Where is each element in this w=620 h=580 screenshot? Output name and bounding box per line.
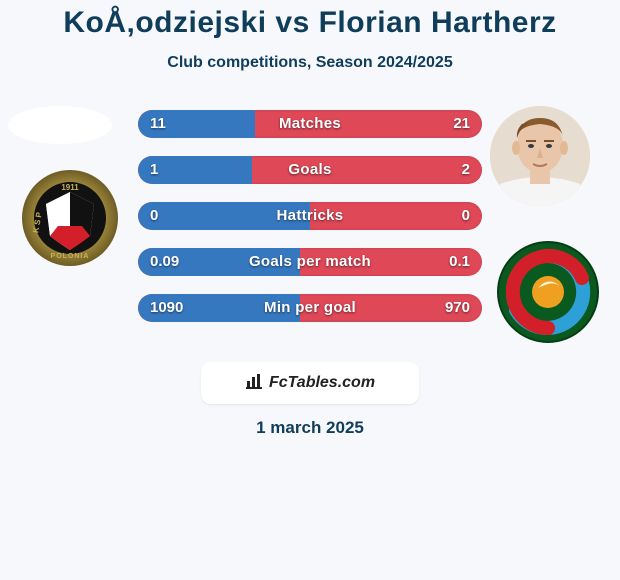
date-text: 1 march 2025 <box>0 418 620 438</box>
svg-text:1911: 1911 <box>61 183 79 192</box>
stat-label: Min per goal <box>138 294 482 322</box>
stat-right-value: 21 <box>453 110 470 138</box>
stat-label: Goals <box>138 156 482 184</box>
content-region: 1911 K S P POLONIA <box>0 106 620 366</box>
stat-label: Hattricks <box>138 202 482 230</box>
comparison-card: KoÅ‚odziejski vs Florian Hartherz Club c… <box>0 0 620 366</box>
stat-bar: 11Matches21 <box>138 110 482 138</box>
stat-right-value: 0 <box>462 202 470 230</box>
player-right-avatar <box>490 106 590 206</box>
stat-right-value: 970 <box>445 294 470 322</box>
chart-icon <box>245 373 265 394</box>
stat-bar: 0Hattricks0 <box>138 202 482 230</box>
stat-bars: 11Matches21 1Goals2 0Hattricks0 0.09Goals p… <box>138 110 482 340</box>
subtitle: Club competitions, Season 2024/2025 <box>0 54 620 72</box>
club-left-badge: 1911 K S P POLONIA <box>20 168 120 268</box>
stat-bar: 0.09Goals per match0.1 <box>138 248 482 276</box>
stat-bar: 1090Min per goal970 <box>138 294 482 322</box>
page-title: KoÅ‚odziejski vs Florian Hartherz <box>0 6 620 40</box>
credit-text: FcTables.com <box>269 374 375 392</box>
player-left-avatar <box>8 106 112 144</box>
credit-pill: FcTables.com <box>201 362 419 404</box>
club-right-badge <box>496 240 600 344</box>
stat-right-value: 2 <box>462 156 470 184</box>
stat-label: Goals per match <box>138 248 482 276</box>
stat-label: Matches <box>138 110 482 138</box>
stat-right-value: 0.1 <box>449 248 470 276</box>
svg-text:POLONIA: POLONIA <box>51 253 90 260</box>
stat-bar: 1Goals2 <box>138 156 482 184</box>
